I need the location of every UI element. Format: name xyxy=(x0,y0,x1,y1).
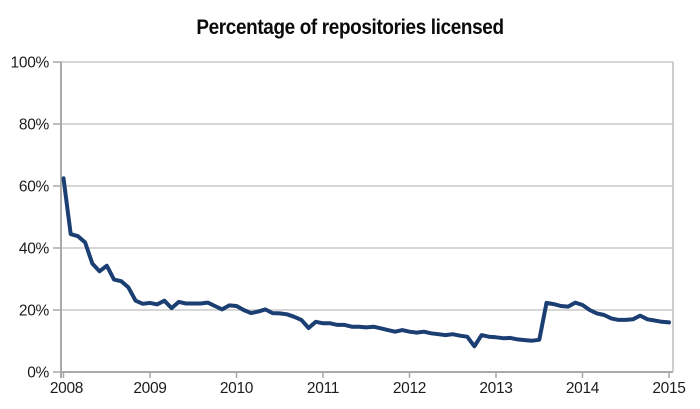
y-axis-label: 0% xyxy=(27,365,49,382)
chart-title: Percentage of repositories licensed xyxy=(196,15,504,39)
y-axis-label: 40% xyxy=(19,241,50,258)
x-axis-label: 2014 xyxy=(566,380,600,397)
x-axis-label: 2008 xyxy=(50,380,83,397)
y-axis-label: 20% xyxy=(19,303,50,320)
x-axis-label: 2011 xyxy=(307,380,339,397)
y-axis-label: 100% xyxy=(11,55,50,72)
x-axis-label: 2010 xyxy=(220,380,254,397)
y-axis-label: 60% xyxy=(19,179,50,196)
y-axis-label: 80% xyxy=(19,117,50,134)
x-axis-label: 2015 xyxy=(652,380,685,397)
x-axis-label: 2012 xyxy=(393,380,426,397)
x-axis-label: 2013 xyxy=(479,380,512,397)
x-axis-label: 2009 xyxy=(133,380,166,397)
data-series-line xyxy=(61,176,671,349)
